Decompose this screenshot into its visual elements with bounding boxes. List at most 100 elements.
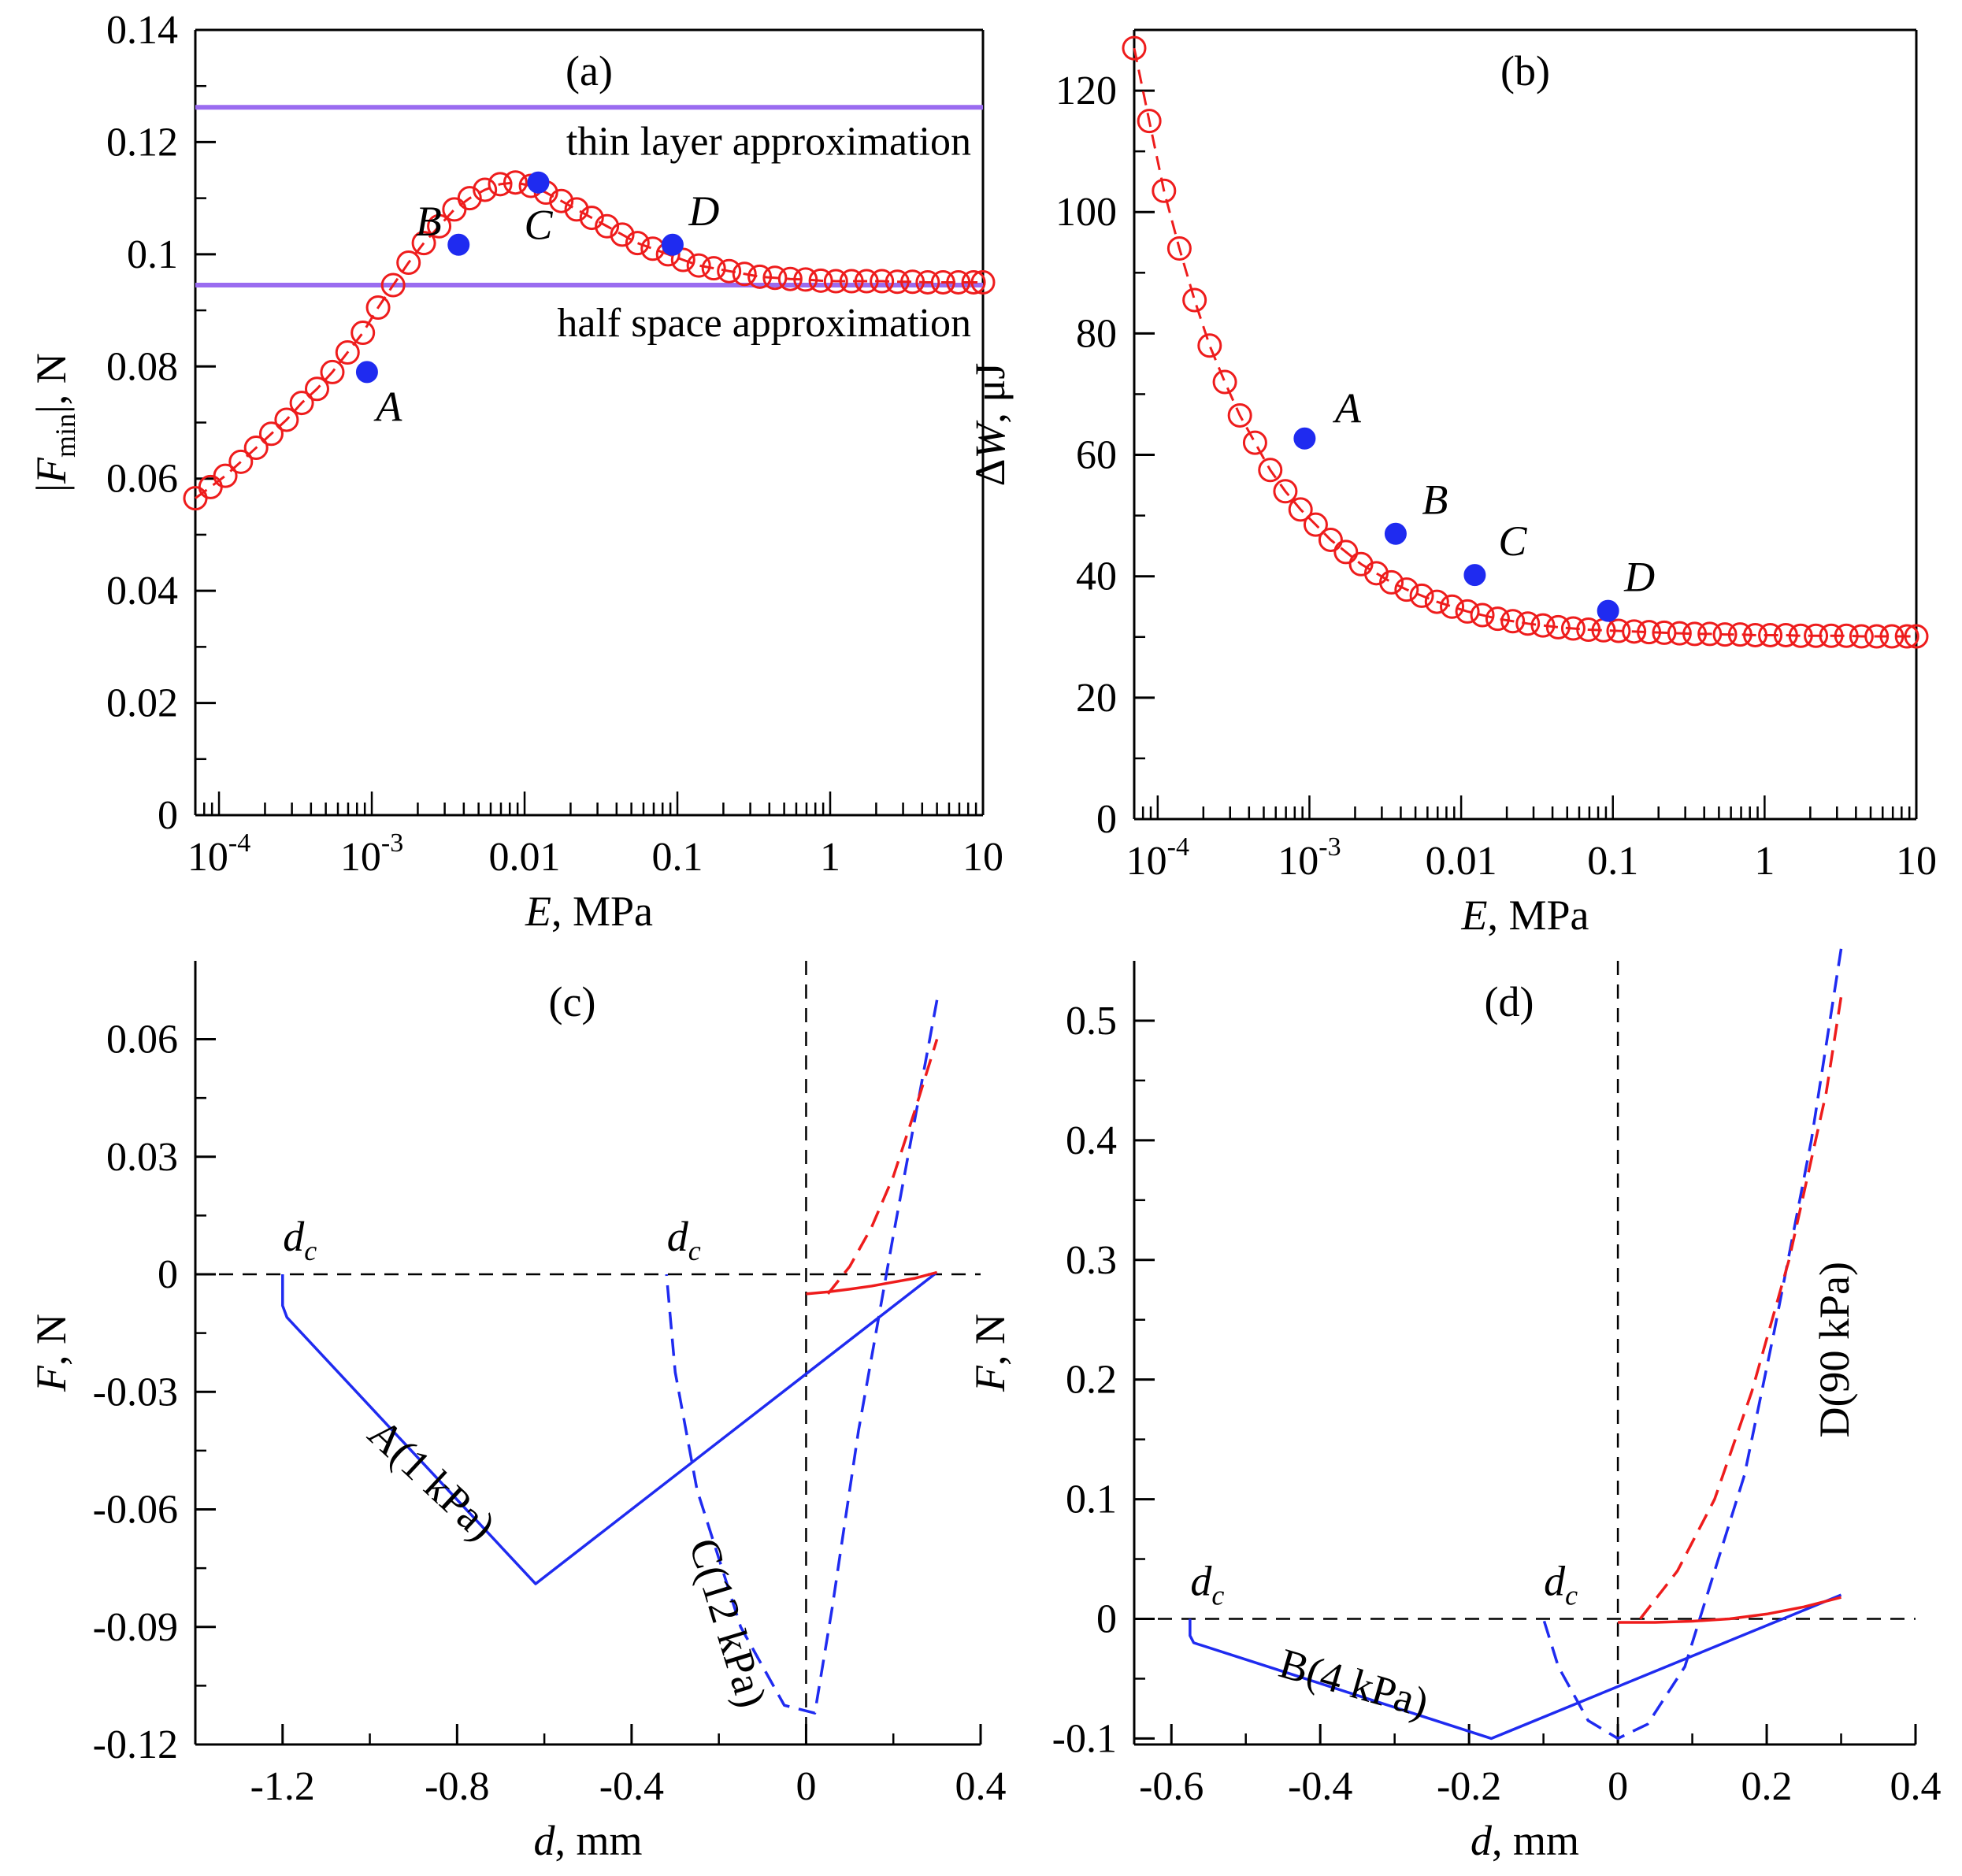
- data-point: [1515, 611, 1541, 636]
- data-point: [762, 265, 788, 291]
- tick-base: 1: [1754, 839, 1775, 884]
- y-tick-label: 60: [1076, 433, 1117, 478]
- y-tick-label: 0.3: [1066, 1238, 1117, 1283]
- axis-unit: |, N: [28, 353, 75, 413]
- x-axis-label: E, MPa: [525, 888, 653, 935]
- data-point: [564, 197, 589, 222]
- data-point: [640, 236, 666, 261]
- data-point: [579, 206, 604, 231]
- curve-c-12-kpa-: [665, 999, 939, 1715]
- data-point: [1152, 178, 1177, 203]
- axis-variable: E: [1460, 892, 1487, 939]
- data-point: [1576, 617, 1601, 643]
- data-point: [1530, 613, 1556, 638]
- data-point: [320, 359, 345, 384]
- axis-prefix: |: [28, 484, 75, 492]
- data-point: [258, 421, 284, 447]
- marked-point-d: [1597, 599, 1619, 622]
- data-point: [686, 253, 711, 278]
- marked-point-a: [1293, 427, 1316, 450]
- x-axis-label: E, MPa: [1460, 892, 1589, 939]
- axis-unit: , MPa: [551, 888, 653, 935]
- tick-base: 0.01: [1426, 839, 1497, 884]
- dc-subscript: c: [304, 1235, 317, 1266]
- axis-variable: F: [28, 457, 75, 484]
- data-point: [411, 231, 436, 256]
- tick-base: 1: [820, 835, 840, 880]
- y-tick-label: 0.14: [106, 8, 178, 53]
- label-d-90kpa: D(90 kPa): [1811, 1262, 1858, 1437]
- data-point: [335, 339, 360, 365]
- axis-variable: d: [533, 1817, 555, 1864]
- data-point: [1849, 624, 1874, 649]
- x-tick-label: 10: [1896, 839, 1937, 884]
- y-tick-label: 0: [1096, 1596, 1117, 1641]
- y-tick-label: 0.5: [1066, 999, 1117, 1044]
- y-tick-label: -0.12: [93, 1722, 178, 1767]
- point-label-d: D: [1623, 554, 1655, 601]
- point-label-a: A: [373, 383, 402, 430]
- data-point: [1834, 623, 1859, 648]
- y-tick-label: 0.06: [106, 457, 178, 502]
- tick-base: 10: [187, 835, 228, 880]
- y-tick-label: 0: [158, 793, 178, 838]
- data-point: [1773, 622, 1798, 647]
- tick-base: 10: [962, 835, 1003, 880]
- data-point: [1697, 621, 1723, 647]
- marked-point-b: [1384, 522, 1407, 545]
- point-label-c: C: [524, 202, 553, 249]
- data-point: [1273, 479, 1298, 504]
- data-point: [854, 269, 879, 294]
- y-tick-label: 0.4: [1066, 1118, 1117, 1163]
- dc-subscript: c: [1211, 1579, 1224, 1611]
- curve-red-solid: [1618, 1596, 1841, 1624]
- data-point: [457, 186, 482, 211]
- y-tick-label: 0.06: [106, 1018, 178, 1062]
- data-point: [213, 463, 238, 488]
- data-point: [701, 256, 726, 281]
- y-tick-label: 0.04: [106, 569, 178, 614]
- axis-variable: F: [28, 1365, 75, 1392]
- label-a-1kpa: A(1 kPa): [359, 1410, 505, 1550]
- data-point: [1758, 622, 1783, 647]
- data-point: [1394, 577, 1419, 602]
- axis-prefix: Δ: [966, 459, 1014, 487]
- y-tick-label: 0.03: [106, 1135, 178, 1180]
- data-point: [1743, 622, 1768, 647]
- x-tick-label: -0.6: [1139, 1764, 1204, 1809]
- data-point: [946, 269, 971, 295]
- data-point: [503, 170, 528, 195]
- data-point: [1622, 619, 1647, 644]
- data-point: [1318, 527, 1343, 552]
- x-tick-label: 0.1: [1587, 839, 1638, 884]
- point-label-a: A: [1333, 385, 1362, 432]
- data-point: [1409, 583, 1434, 608]
- axis-variable: E: [525, 888, 551, 935]
- data-point: [396, 250, 421, 276]
- data-point: [304, 376, 329, 402]
- tick-exponent: -4: [1167, 832, 1189, 862]
- axis-variable: W: [966, 420, 1014, 459]
- data-point: [1379, 569, 1404, 595]
- data-point: [1545, 614, 1571, 640]
- data-point: [595, 213, 620, 239]
- data-point: [1667, 621, 1692, 646]
- dc-subscript: c: [1565, 1579, 1578, 1611]
- point-label-c: C: [1498, 517, 1527, 565]
- axis-unit: , mm: [1492, 1817, 1579, 1864]
- axis-unit: , N: [28, 1314, 75, 1366]
- data-point: [1440, 594, 1465, 619]
- x-tick-label: 0.1: [652, 835, 703, 880]
- x-tick-label: 10-3: [340, 829, 403, 880]
- data-point: [228, 449, 254, 474]
- data-point: [1804, 623, 1829, 648]
- data-point: [1288, 497, 1313, 522]
- thin-layer-label: thin layer approximation: [566, 119, 971, 164]
- data-point: [1166, 235, 1192, 261]
- y-tick-label: 0: [158, 1252, 178, 1297]
- y-tick-label: -0.09: [93, 1605, 178, 1650]
- x-tick-label: 10-4: [1126, 832, 1189, 884]
